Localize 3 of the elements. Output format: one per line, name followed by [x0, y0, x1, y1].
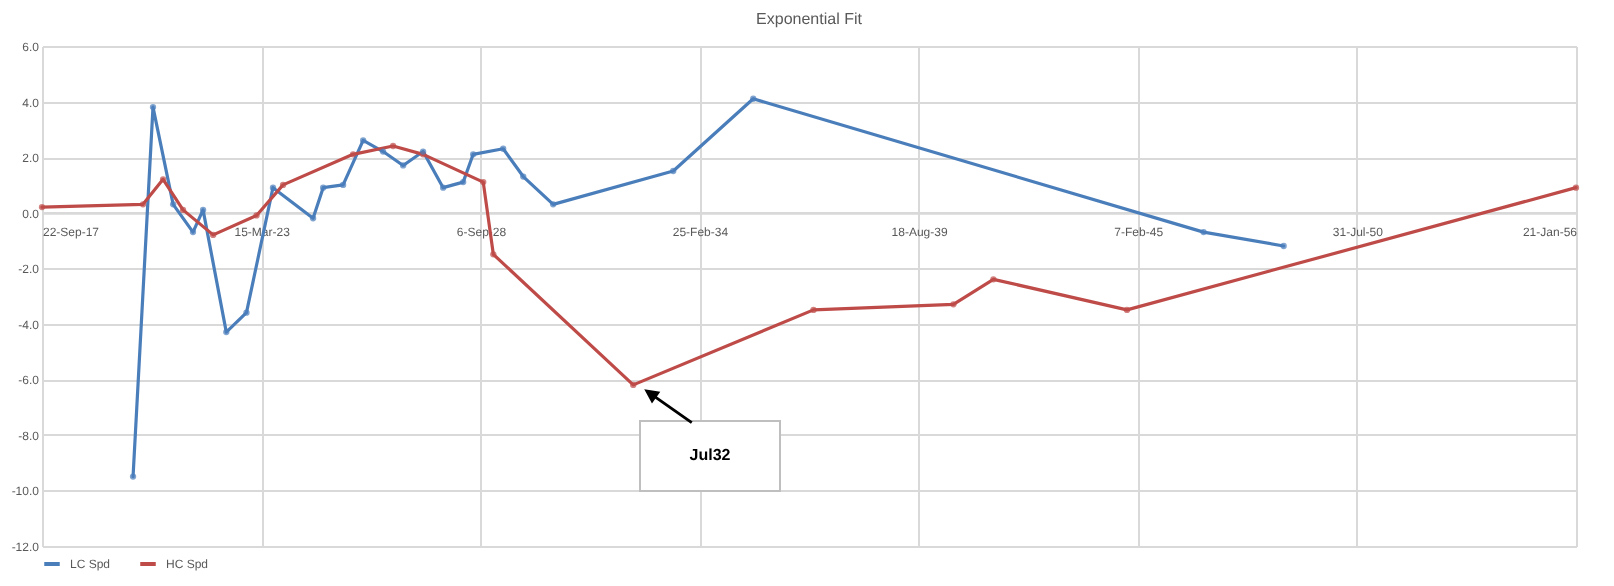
chart-title: Exponential Fit — [756, 10, 864, 28]
line-series — [129, 95, 1287, 480]
annotation: Jul32 — [689, 446, 732, 464]
